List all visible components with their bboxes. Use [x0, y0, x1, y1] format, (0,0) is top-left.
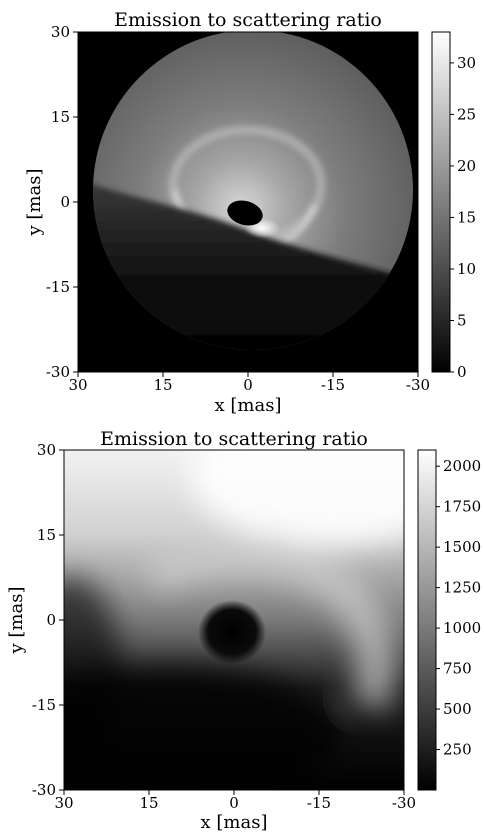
y-tick-label: 15 — [51, 108, 70, 126]
colorbar-tick-label: 1000 — [443, 619, 481, 637]
x-tick-label: 30 — [68, 376, 87, 394]
dark-lower-region — [64, 666, 340, 790]
chart-panel-bottom: Emission to scattering ratio 30 15 0 -15… — [0, 416, 484, 833]
y-tick-label: -15 — [32, 696, 56, 714]
x-tick-label: -15 — [307, 794, 331, 812]
y-axis: 30 15 0 -15 -30 y [mas] — [6, 441, 64, 799]
chart-svg-bottom: Emission to scattering ratio 30 15 0 -15… — [6, 428, 481, 833]
heatmap-image — [78, 32, 418, 372]
x-tick-label: 15 — [139, 794, 158, 812]
chart-title: Emission to scattering ratio — [114, 9, 382, 31]
colorbar-tick-label: 2000 — [443, 457, 481, 475]
colorbar-tick-label: 500 — [443, 700, 472, 718]
chart-title: Emission to scattering ratio — [100, 428, 368, 450]
x-tick-label: 0 — [229, 794, 239, 812]
x-axis-label: x [mas] — [201, 812, 268, 832]
colorbar-tick-label: 1250 — [443, 579, 481, 597]
bright-upper-region — [190, 450, 404, 546]
y-tick-label: 15 — [37, 526, 56, 544]
chart-svg-top: Emission to scattering ratio 30 15 0 -15… — [24, 9, 476, 416]
x-tick-label: -30 — [406, 376, 430, 394]
y-tick-label: -30 — [46, 363, 70, 381]
y-axis-label: y [mas] — [6, 587, 27, 655]
colorbar-tick-label: 10 — [457, 260, 476, 278]
colorbar-tick-label: 5 — [457, 311, 467, 329]
heatmap-image — [64, 450, 404, 790]
colorbar-gradient — [417, 449, 437, 791]
colorbar-ticks: 250 500 750 1000 1250 1500 1750 2000 — [436, 457, 481, 759]
y-tick-label: -30 — [32, 781, 56, 799]
y-tick-label: 0 — [46, 611, 56, 629]
colorbar-tick-label: 15 — [457, 208, 476, 226]
x-tick-label: 15 — [153, 376, 172, 394]
x-axis: 30 15 0 -15 -30 x [mas] — [54, 790, 416, 833]
x-tick-label: -15 — [321, 376, 345, 394]
chart-panel-top: Emission to scattering ratio 30 15 0 -15… — [0, 0, 484, 416]
colorbar-tick-label: 1750 — [443, 498, 481, 516]
x-axis: 30 15 0 -15 -30 x [mas] — [68, 372, 430, 416]
x-axis-label: x [mas] — [215, 395, 282, 416]
x-tick-label: -30 — [392, 794, 416, 812]
colorbar: 0 5 10 15 20 25 30 — [431, 31, 476, 381]
colorbar-tick-label: 20 — [457, 157, 476, 175]
colorbar-tick-label: 25 — [457, 105, 476, 123]
colorbar-tick-label: 250 — [443, 741, 472, 759]
colorbar-tick-label: 30 — [457, 54, 476, 72]
colorbar-gradient — [431, 31, 451, 373]
bright-right-arc — [141, 533, 396, 712]
y-tick-label: 0 — [60, 193, 70, 211]
y-tick-label: 30 — [51, 23, 70, 41]
x-tick-label: 0 — [243, 376, 253, 394]
dark-central-blob — [198, 600, 266, 664]
y-axis-label: y [mas] — [24, 169, 45, 237]
y-axis: 30 15 0 -15 -30 y [mas] — [24, 23, 78, 381]
y-tick-label: -15 — [46, 278, 70, 296]
dark-left-region — [64, 576, 120, 756]
colorbar: 250 500 750 1000 1250 1500 1750 2000 — [417, 449, 481, 791]
dark-central-blob — [227, 200, 263, 226]
x-tick-label: 30 — [54, 794, 73, 812]
colorbar-tick-label: 1500 — [443, 538, 481, 556]
colorbar-ticks: 0 5 10 15 20 25 30 — [450, 54, 476, 381]
colorbar-tick-label: 750 — [443, 660, 472, 678]
y-tick-label: 30 — [37, 441, 56, 459]
colorbar-tick-label: 0 — [457, 363, 467, 381]
